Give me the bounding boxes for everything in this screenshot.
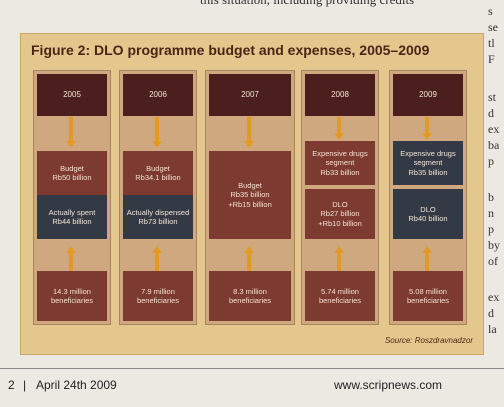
arrow-stem [425,253,429,271]
up-arrow-icon [66,246,76,253]
figure-panel: Figure 2: DLO programme budget and expen… [20,33,484,355]
arrow-stem [69,117,73,141]
column-2008: 2008 Expensive drugs segment Rb33 billio… [301,70,379,325]
text-fragment: st [488,90,497,104]
budget-box: Budget Rb35 billion +Rb15 billion [209,151,291,239]
up-arrow-icon [334,246,344,253]
arrow-stem [247,117,251,141]
text-fragment: b [488,190,494,204]
up-arrow-icon [422,246,432,253]
down-arrow-icon [244,141,254,148]
year-header: 2006 [123,74,193,116]
text-fragment: n [488,206,494,220]
budget-box: Budget Rb50 billion [37,151,107,195]
down-arrow-icon [152,141,162,148]
figure-source: Source: Roszdravnadzor [384,336,473,345]
year-header: 2008 [305,74,375,116]
up-arrow-icon [244,246,254,253]
text-fragment: d [488,306,494,320]
arrow-stem [337,117,341,133]
body-text-top-line: this situation, including providing cred… [200,0,414,8]
expensive-drugs-box: Expensive drugs segment Rb35 billion [393,141,463,185]
footer-separator: | [23,378,27,392]
down-arrow-icon [66,141,76,148]
dlo-box: DLO Rb27 billion +Rb10 billion [305,189,375,239]
budget-box: Budget Rb34.1 billion [123,151,193,195]
column-2009: 2009 Expensive drugs segment Rb35 billio… [389,70,467,325]
year-header: 2007 [209,74,291,116]
expensive-drugs-box: Expensive drugs segment Rb33 billion [305,141,375,185]
arrow-stem [337,253,341,271]
text-fragment: ex [488,290,500,304]
arrow-stem [155,253,159,271]
text-fragment: p [488,154,494,168]
text-fragment: p [488,222,494,236]
dlo-box: DLO Rb40 billion [393,189,463,239]
column-2007: 2007 Budget Rb35 billion +Rb15 billion 8… [205,70,295,325]
footer-rule [0,368,504,369]
beneficiaries-box: 8.3 million beneficiaries [209,271,291,321]
figure-title: Figure 2: DLO programme budget and expen… [31,42,430,58]
text-fragment: ex [488,122,500,136]
text-fragment: tl [488,36,495,50]
text-fragment: la [488,322,497,336]
adjacent-column-text: s se tl F st d ex ba p b n p by of ex d … [486,0,504,360]
text-fragment: se [488,20,498,34]
text-fragment: d [488,106,494,120]
year-header: 2005 [37,74,107,116]
down-arrow-icon [334,133,344,140]
arrow-stem [69,253,73,271]
year-header: 2009 [393,74,463,116]
up-arrow-icon [152,246,162,253]
text-fragment: F [488,52,495,66]
down-arrow-icon [422,133,432,140]
text-fragment: s [488,4,493,18]
text-fragment: ba [488,138,500,152]
actual-dispensed-box: Actually dispensed Rb73 billion [123,195,193,239]
arrow-stem [155,117,159,141]
arrow-stem [425,117,429,133]
beneficiaries-box: 14.3 million beneficiaries [37,271,107,321]
text-fragment: by [488,238,500,252]
website-url: www.scripnews.com [334,378,443,392]
page-number: 2 [8,378,15,392]
text-fragment: of [488,254,498,268]
column-2005: 2005 Budget Rb50 billion Actually spent … [33,70,111,325]
beneficiaries-box: 5.74 million beneficiaries [305,271,375,321]
column-2006: 2006 Budget Rb34.1 billion Actually disp… [119,70,197,325]
beneficiaries-box: 5.08 million beneficiaries [393,271,463,321]
beneficiaries-box: 7.9 million beneficiaries [123,271,193,321]
arrow-stem [247,253,251,271]
issue-date: April 24th 2009 [36,378,117,392]
actual-spent-box: Actually spent Rb44 billion [37,195,107,239]
